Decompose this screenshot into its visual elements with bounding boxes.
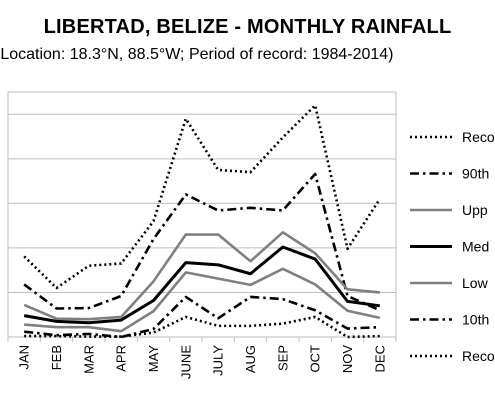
x-tick-label: JAN	[17, 345, 32, 370]
series-line-3	[23, 245, 381, 325]
legend-label-6: Reco	[462, 348, 495, 364]
legend-label-0: Reco	[462, 129, 495, 145]
series-line-1	[23, 172, 381, 312]
legend-label-3: Med	[462, 239, 489, 255]
x-tick-label: JULY	[211, 345, 226, 376]
series-line-2	[23, 231, 380, 321]
x-tick-label: JUNE	[178, 345, 193, 379]
chart-subtitle: (Location: 18.3°N, 88.5°W; Period of rec…	[0, 46, 394, 63]
series-line-4	[24, 267, 381, 333]
series-line-5	[24, 295, 380, 339]
x-tick-labels: JAN FEB MAR APR MAY JUNE JULY AUG SEP OCT NOV DEC	[17, 345, 388, 379]
series-layer	[23, 104, 381, 339]
x-tick-label: SEP	[275, 345, 290, 371]
x-tick-label: NOV	[340, 345, 355, 374]
legend: Reco 90th Upp Med Low 10th Reco	[410, 129, 495, 364]
legend-label-5: 10th	[462, 312, 489, 328]
x-tick-label: MAR	[81, 345, 96, 374]
x-tick-label: OCT	[308, 345, 323, 373]
legend-label-2: Upp	[462, 202, 488, 218]
legend-label-1: 90th	[462, 166, 489, 182]
plot-frame	[7, 91, 397, 338]
x-tick-label: AUG	[243, 345, 258, 373]
legend-label-4: Low	[462, 275, 489, 291]
series-line-0	[23, 104, 381, 290]
chart-title: LIBERTAD, BELIZE - MONTHLY RAINFALL	[43, 16, 452, 38]
x-tick-label: MAY	[146, 345, 161, 373]
x-tick-label: DEC	[372, 345, 387, 372]
x-tick-label: APR	[114, 345, 129, 372]
x-tick-label: FEB	[49, 345, 64, 370]
